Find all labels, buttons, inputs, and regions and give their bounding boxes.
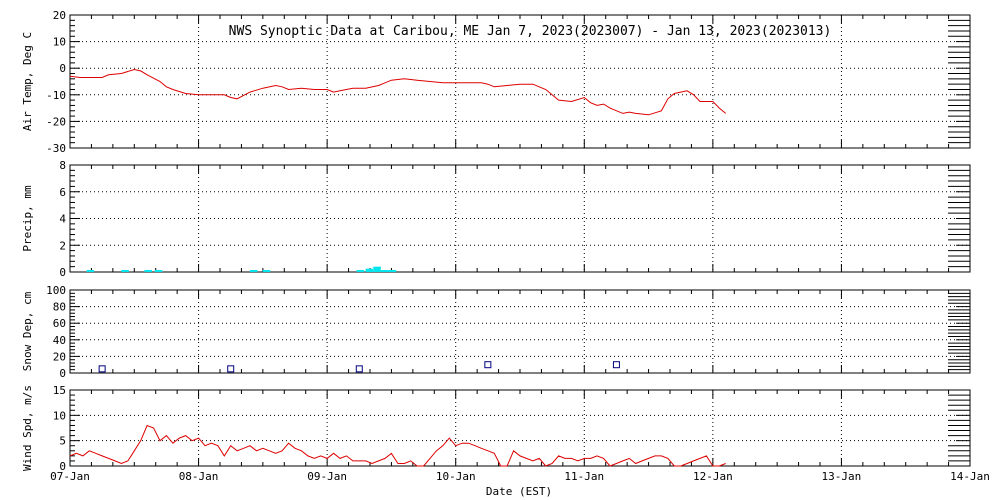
series-line-1 (69, 68, 727, 116)
x-tick-label: 07-Jan (50, 470, 90, 483)
x-tick-label: 14-Jan (950, 470, 990, 483)
y-axis-label: Precip, mm (21, 185, 34, 252)
y-tick-label: 2 (59, 239, 66, 252)
x-axis-label: Date (EST) (486, 485, 552, 498)
panel-frame-3 (69, 289, 971, 374)
precip-bar (249, 270, 258, 272)
y-tick-label: -10 (46, 89, 66, 102)
y-tick-label: -20 (46, 115, 66, 128)
y-tick-label: 5 (59, 435, 66, 448)
y-axis-label: Air Temp, Deg C (21, 32, 34, 131)
y-tick-label: 4 (59, 213, 66, 226)
x-tick-label: 13-Jan (822, 470, 862, 483)
snow-depth-point (355, 365, 363, 373)
y-tick-label: 15 (53, 384, 66, 397)
x-tick-label: 10-Jan (436, 470, 476, 483)
precip-bar (356, 270, 365, 272)
series-line-4 (69, 424, 726, 467)
snow-depth-point (484, 361, 492, 369)
y-tick-label: 10 (53, 409, 66, 422)
precip-bar (373, 266, 381, 272)
y-tick-label: 0 (59, 266, 66, 279)
panel-frame-4 (69, 389, 971, 467)
y-tick-label: 40 (53, 334, 66, 347)
y-tick-label: 10 (53, 36, 66, 49)
y-tick-label: 6 (59, 186, 66, 199)
y-tick-label: 60 (53, 317, 66, 330)
y-axis-label: Wind Spd, m/s (21, 385, 34, 471)
x-tick-label: 12-Jan (693, 470, 733, 483)
precip-bar (381, 269, 389, 272)
snow-depth-point (612, 361, 620, 369)
precip-bar (365, 268, 374, 272)
chart-title: NWS Synoptic Data at Caribou, ME Jan 7, … (229, 24, 832, 39)
snow-depth-point (98, 365, 106, 373)
x-tick-label: 11-Jan (564, 470, 604, 483)
y-tick-label: 20 (53, 350, 66, 363)
precip-bar (262, 270, 271, 272)
y-tick-label: 0 (59, 367, 66, 380)
x-tick-label: 09-Jan (307, 470, 347, 483)
precip-bar (154, 270, 163, 272)
precip-bar (144, 270, 152, 272)
precip-bar (388, 270, 397, 272)
snow-depth-point (227, 365, 235, 373)
y-tick-label: 0 (59, 62, 66, 75)
y-tick-label: 80 (53, 301, 66, 314)
y-tick-label: 100 (46, 284, 66, 297)
y-axis-label: Snow Dep, cm (21, 291, 34, 371)
y-tick-label: 0 (59, 460, 66, 473)
precip-bar (86, 270, 95, 272)
x-tick-label: 08-Jan (179, 470, 219, 483)
y-tick-label: 8 (59, 159, 66, 172)
y-tick-label: -30 (46, 142, 66, 155)
precip-bar (121, 270, 129, 272)
y-tick-label: 20 (53, 9, 66, 22)
